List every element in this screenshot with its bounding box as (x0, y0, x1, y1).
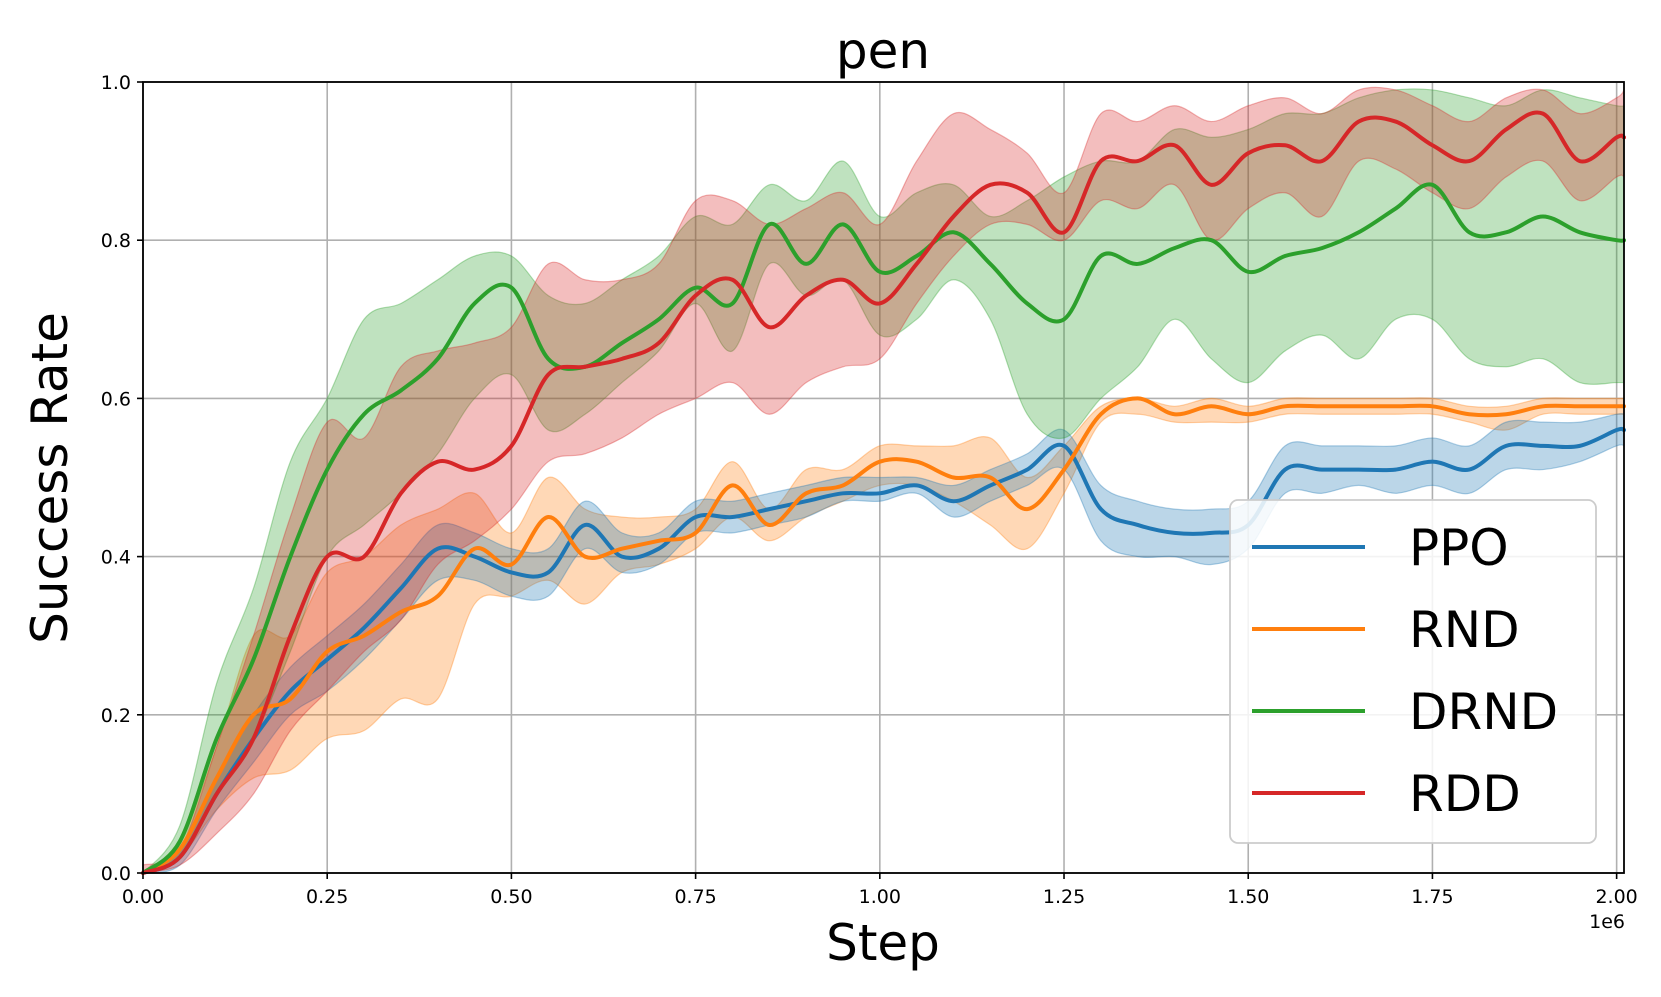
x-tick-label: 0.25 (306, 886, 348, 908)
y-tick-label: 0.4 (101, 547, 131, 569)
legend-label-ppo: PPO (1409, 519, 1509, 577)
chart-title: pen (836, 22, 930, 80)
x-axis-title: Step (826, 914, 940, 972)
legend-box (1229, 499, 1597, 844)
y-tick-label: 1.0 (101, 72, 131, 94)
legend-label-rnd: RND (1409, 601, 1520, 659)
legend-label-drnd: DRND (1409, 683, 1558, 741)
x-tick-label: 0.00 (122, 886, 164, 908)
y-tick-label: 0.6 (101, 388, 131, 410)
line-rdd (141, 110, 1626, 875)
x-tick-label: 1.75 (1411, 886, 1453, 908)
x-axis-offset-label: 1e6 (1589, 911, 1625, 933)
line-rnd (141, 396, 1626, 875)
x-tick-label: 2.00 (1595, 886, 1637, 908)
x-axis-ticks: 0.00 0.25 0.50 0.75 1.00 1.25 1.50 1.75 2.00 (122, 873, 1638, 908)
y-axis-title: Success Rate (21, 312, 79, 644)
plot-frame (142, 81, 1625, 874)
series-lines (141, 110, 1626, 875)
band-rdd (142, 86, 1625, 874)
y-tick-label: 0.8 (101, 230, 131, 252)
y-tick-label: 0.0 (101, 863, 131, 885)
x-tick-label: 1.00 (859, 886, 901, 908)
legend: PPO RND DRND RDD (1229, 499, 1597, 844)
legend-label-rdd: RDD (1409, 765, 1521, 823)
y-tick-label: 0.2 (101, 705, 131, 727)
x-tick-label: 1.25 (1043, 886, 1085, 908)
line-ppo (141, 426, 1626, 875)
x-tick-label: 1.50 (1227, 886, 1269, 908)
x-tick-label: 0.50 (490, 886, 532, 908)
x-tick-label: 0.75 (674, 886, 716, 908)
line-drnd (141, 182, 1626, 875)
y-axis-ticks: 0.0 0.2 0.4 0.6 0.8 1.0 (101, 72, 143, 885)
